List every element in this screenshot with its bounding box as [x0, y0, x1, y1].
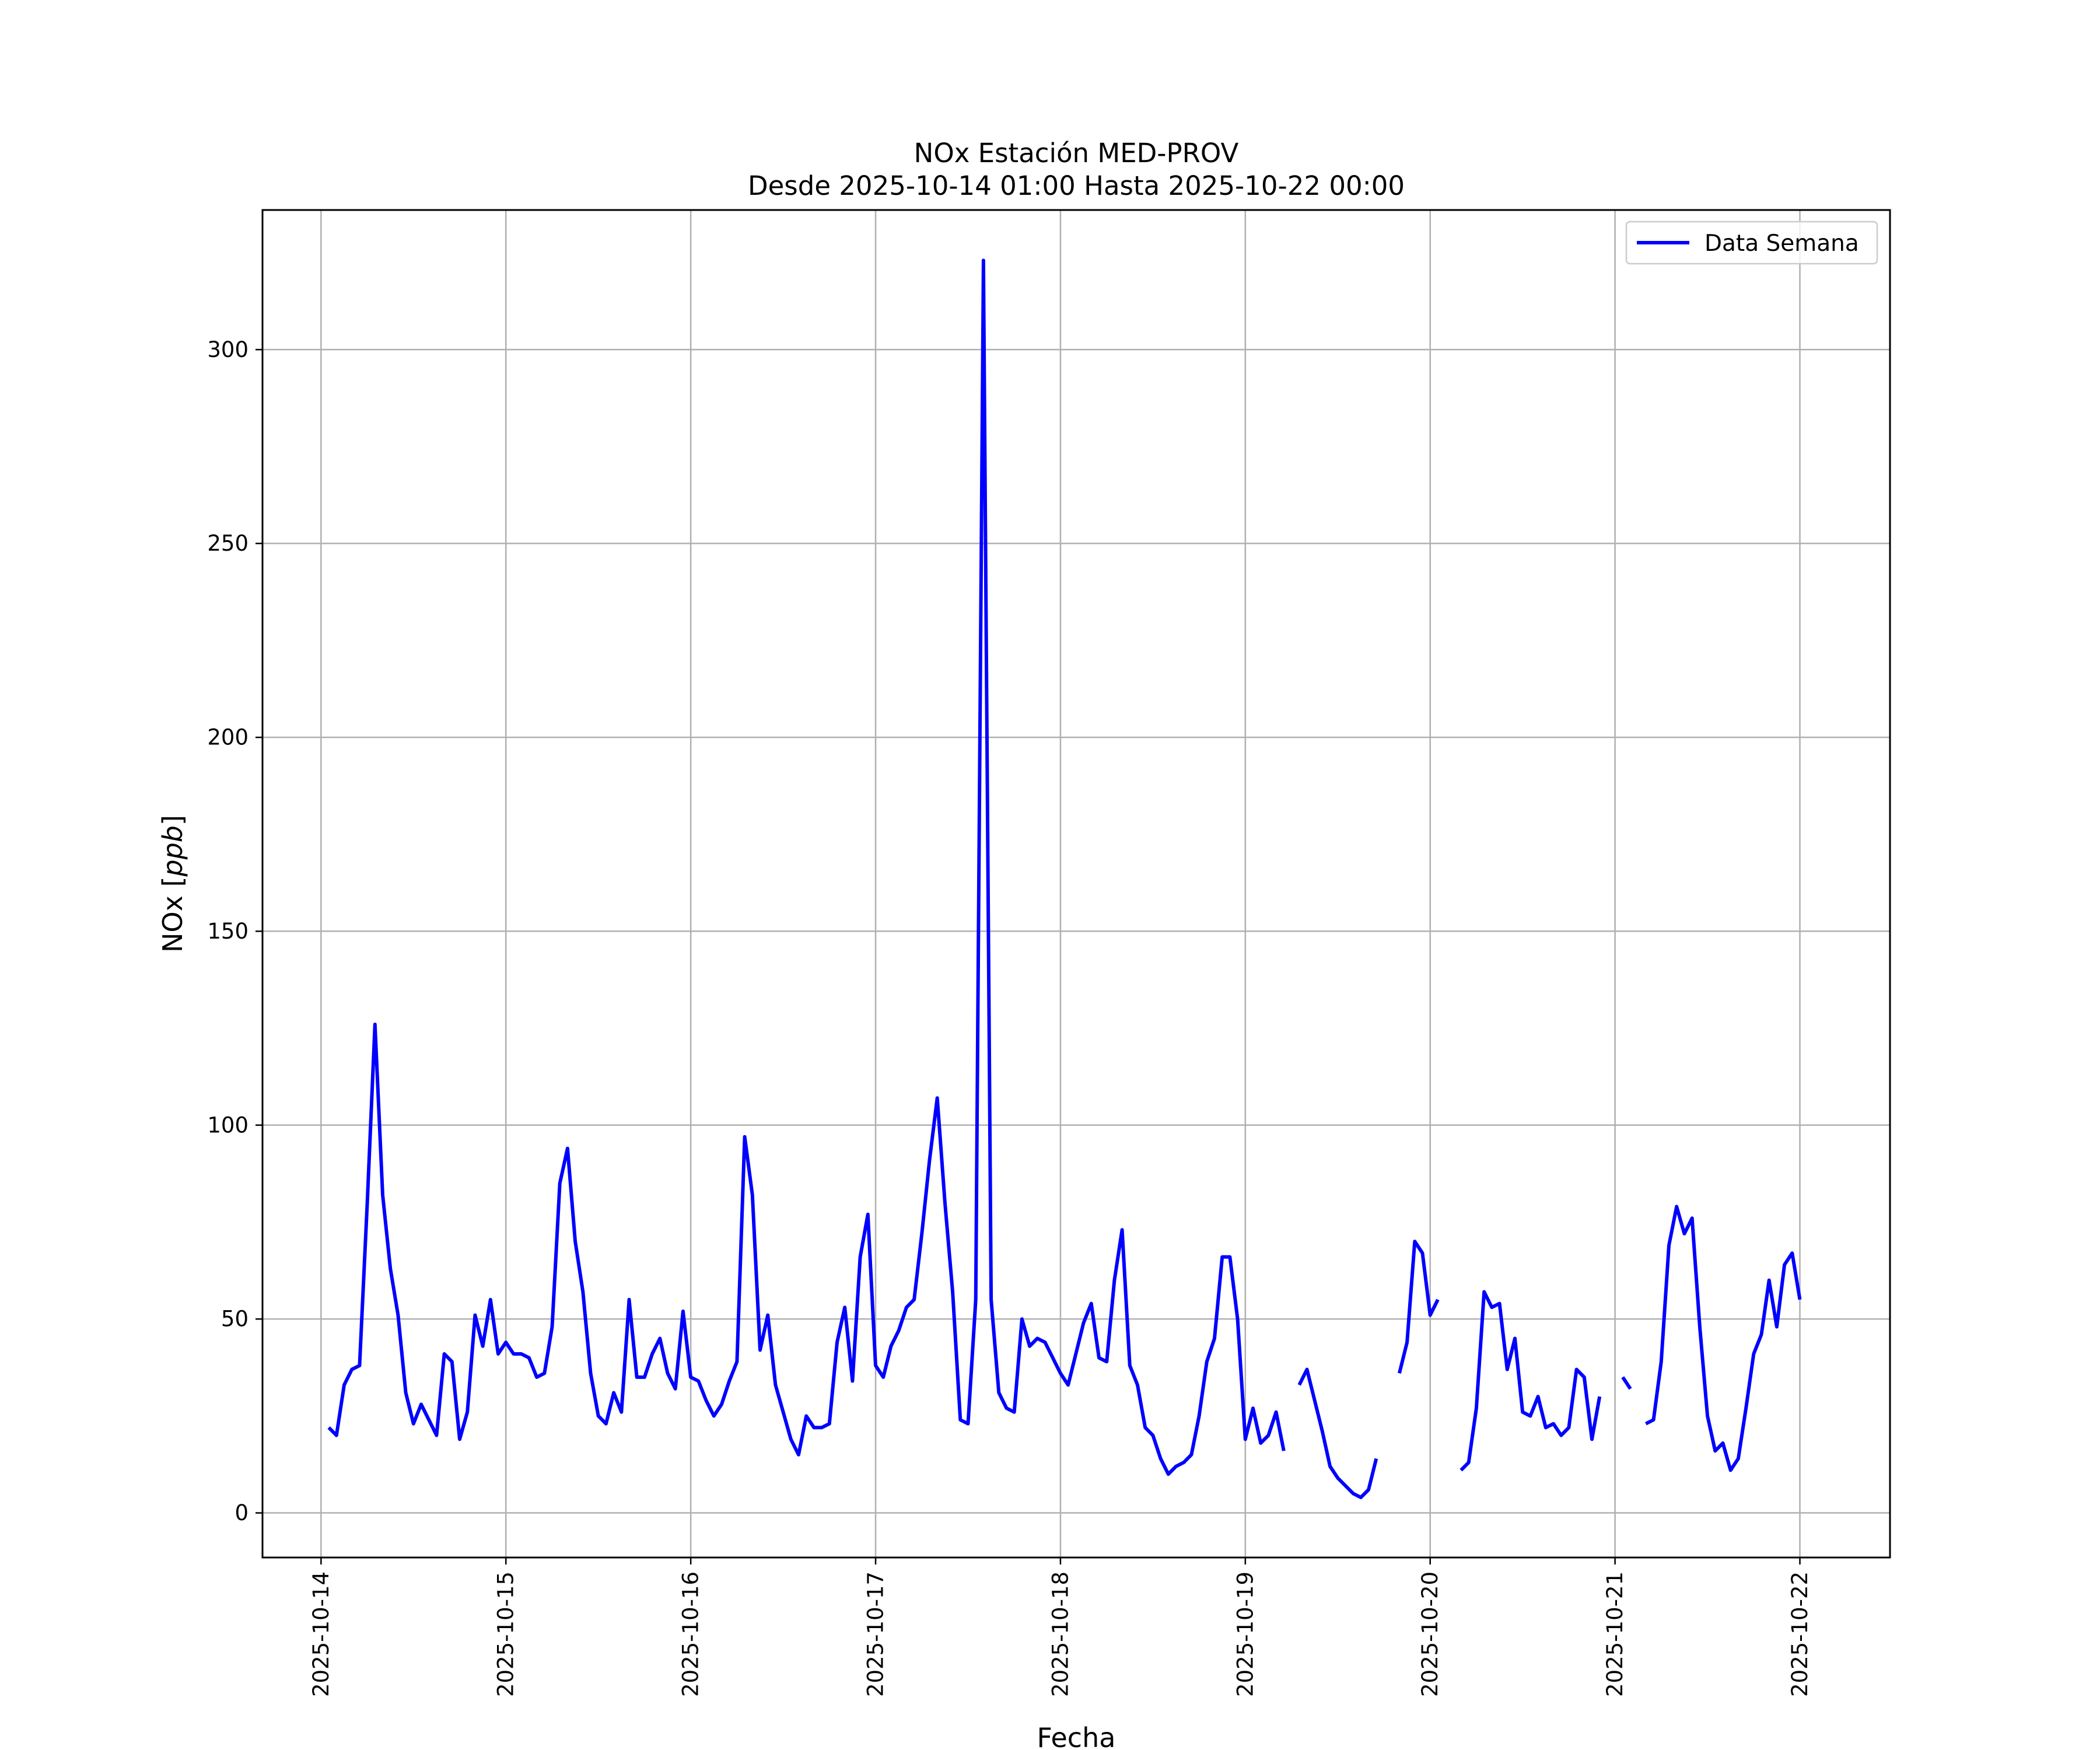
x-axis: 2025-10-14 2025-10-15 2025-10-16 2025-10-17… — [309, 1558, 1812, 1697]
y-tick-label: 250 — [207, 531, 249, 556]
x-tick-label: 2025-10-19 — [1233, 1572, 1258, 1697]
x-tick-label: 2025-10-16 — [678, 1572, 704, 1697]
x-tick-label: 2025-10-22 — [1787, 1572, 1812, 1697]
y-axis-label-unit: ppb — [157, 825, 188, 877]
series-line-segment — [1645, 1205, 1802, 1472]
series-line-segment — [1397, 1240, 1440, 1374]
x-tick-label: 2025-10-20 — [1418, 1572, 1443, 1697]
series-layer — [327, 258, 1802, 1499]
x-tick-label: 2025-10-15 — [494, 1572, 519, 1697]
chart-subtitle: Desde 2025-10-14 01:00 Hasta 2025-10-22 … — [748, 170, 1405, 201]
x-tick-label: 2025-10-14 — [309, 1572, 334, 1697]
legend-label: Data Semana — [1704, 230, 1859, 257]
y-axis: 0 50 100 150 200 250 300 — [207, 337, 262, 1525]
grid — [262, 210, 1890, 1558]
legend: Data Semana — [1625, 220, 1878, 265]
y-tick-label: 0 — [235, 1500, 249, 1525]
series-line-segment — [1460, 1290, 1602, 1472]
y-axis-label: NOx [ppb] — [157, 815, 188, 953]
y-tick-label: 50 — [221, 1307, 249, 1332]
x-axis-label: Fecha — [1037, 1722, 1116, 1750]
y-axis-label-main: NOx [ — [157, 877, 188, 953]
x-tick-label: 2025-10-21 — [1602, 1572, 1628, 1697]
series-line-segment — [327, 258, 1286, 1476]
x-tick-label: 2025-10-17 — [863, 1572, 888, 1697]
plot-area — [262, 210, 1890, 1558]
y-tick-label: 200 — [207, 725, 249, 750]
y-axis-label-close: ] — [157, 815, 188, 825]
series-line-segment — [1621, 1376, 1632, 1390]
x-tick-label: 2025-10-18 — [1048, 1572, 1073, 1697]
chart-title: NOx Estación MED-PROV — [914, 138, 1239, 169]
y-tick-label: 150 — [207, 919, 249, 944]
y-tick-label: 100 — [207, 1112, 249, 1138]
legend-box — [1625, 220, 1878, 265]
plot-frame — [261, 209, 1891, 1559]
series-line-segment — [1297, 1367, 1378, 1499]
y-tick-label: 300 — [207, 337, 249, 362]
